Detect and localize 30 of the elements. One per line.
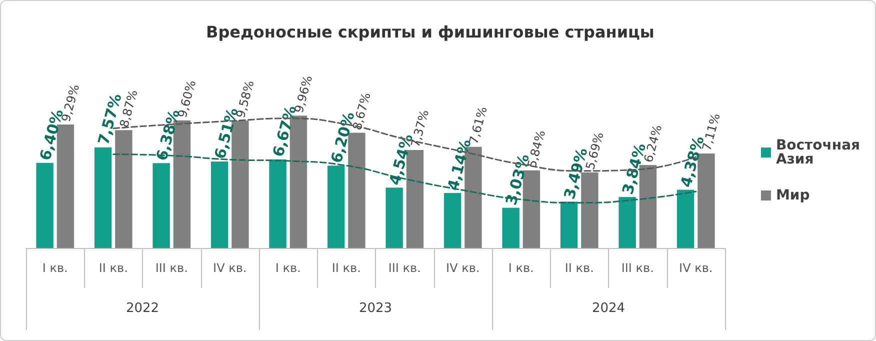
- bar: [618, 196, 636, 248]
- chart-title: Вредоносные скрипты и фишинговые страницы: [206, 22, 654, 42]
- x-tick-label: IV кв.: [213, 261, 247, 275]
- bar: [152, 163, 170, 248]
- x-tick-label: III кв.: [388, 261, 421, 275]
- x-tick-label: III кв.: [155, 261, 188, 275]
- text: 2024: [592, 301, 626, 316]
- x-tick-label: I кв.: [42, 261, 68, 275]
- text: 2023: [358, 301, 392, 316]
- x-tick-label: IV кв.: [679, 261, 713, 275]
- legend-label: Восточная Азия: [776, 138, 860, 168]
- bar: [386, 188, 403, 248]
- x-tick-label: II кв.: [98, 261, 128, 275]
- bar: [210, 161, 228, 248]
- text: 2022: [126, 301, 160, 316]
- bar: [560, 202, 578, 248]
- x-tick-label: I кв.: [275, 261, 301, 275]
- bar: [444, 192, 462, 248]
- bar: [327, 166, 345, 248]
- legend-label: Мир: [776, 188, 810, 204]
- x-tick-label: IV кв.: [446, 261, 480, 275]
- bar: [36, 162, 54, 248]
- x-tick-label: III кв.: [621, 261, 654, 275]
- x-tick-label: I кв.: [508, 261, 534, 275]
- x-tick-label: II кв.: [564, 261, 594, 275]
- bar: [676, 190, 694, 248]
- x-tick-label: II кв.: [332, 261, 361, 275]
- bar: [502, 208, 520, 248]
- bar: [269, 159, 286, 248]
- bar: [94, 147, 112, 248]
